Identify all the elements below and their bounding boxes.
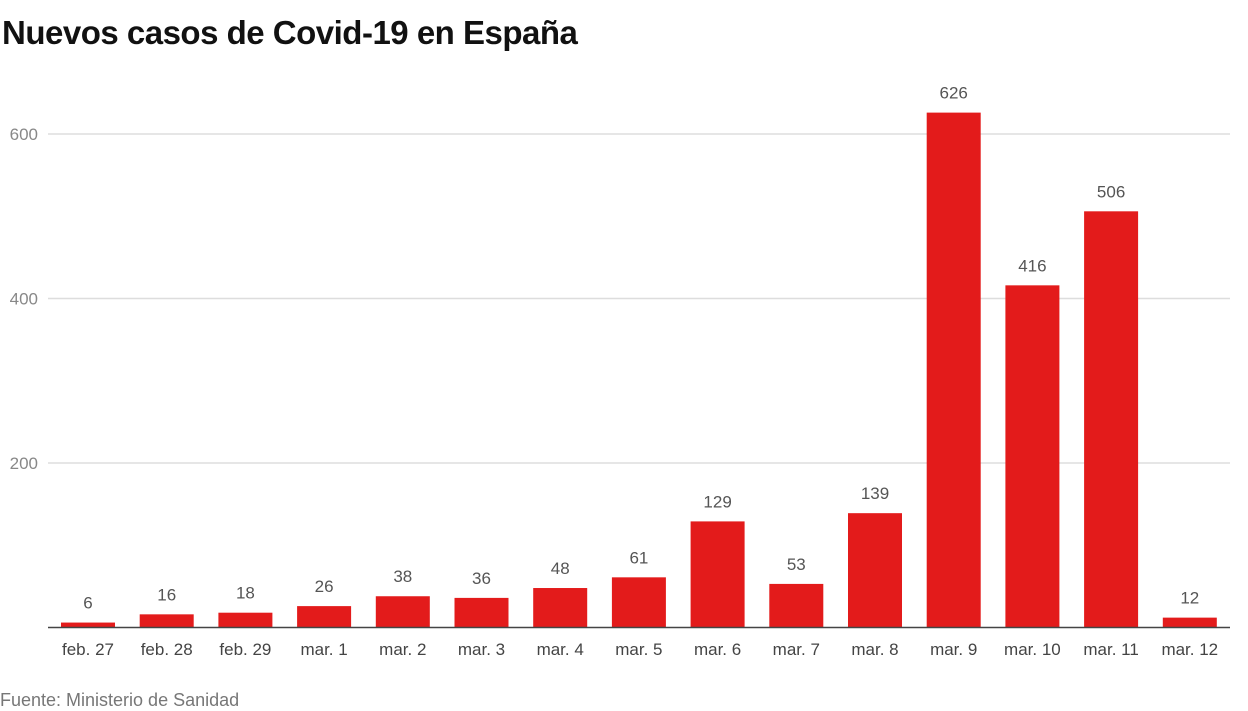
bar bbox=[611, 577, 666, 628]
data-label: 38 bbox=[393, 567, 412, 586]
x-tick-label: mar. 10 bbox=[1004, 640, 1061, 659]
data-label: 626 bbox=[940, 84, 968, 103]
data-label: 18 bbox=[236, 584, 255, 603]
bar bbox=[218, 612, 273, 628]
data-label: 48 bbox=[551, 559, 570, 578]
data-label: 26 bbox=[315, 577, 334, 596]
bar bbox=[1084, 211, 1139, 628]
y-tick-label: 200 bbox=[10, 454, 38, 473]
x-tick-label: feb. 28 bbox=[141, 640, 193, 659]
data-label: 16 bbox=[157, 585, 176, 604]
bar bbox=[139, 614, 194, 628]
data-label: 36 bbox=[472, 569, 491, 588]
y-tick-label: 600 bbox=[10, 125, 38, 144]
x-tick-label: mar. 11 bbox=[1083, 640, 1138, 659]
bar bbox=[690, 521, 745, 628]
bar bbox=[375, 596, 430, 628]
data-label: 506 bbox=[1097, 182, 1125, 201]
data-label: 139 bbox=[861, 484, 889, 503]
data-label: 416 bbox=[1018, 256, 1046, 275]
y-tick-label: 400 bbox=[10, 290, 38, 309]
bar bbox=[297, 606, 352, 628]
data-label: 61 bbox=[629, 548, 648, 567]
chart-title: Nuevos casos de Covid-19 en España bbox=[2, 14, 578, 51]
data-label: 12 bbox=[1180, 589, 1199, 608]
bar bbox=[454, 597, 509, 628]
x-tick-label: mar. 5 bbox=[615, 640, 662, 659]
x-tick-label: mar. 6 bbox=[694, 640, 741, 659]
bar bbox=[1005, 285, 1060, 628]
x-tick-label: feb. 27 bbox=[62, 640, 114, 659]
source-note: Fuente: Ministerio de Sanidad bbox=[0, 690, 240, 710]
data-label: 53 bbox=[787, 555, 806, 574]
x-tick-label: mar. 8 bbox=[851, 640, 898, 659]
bar bbox=[848, 513, 902, 628]
bar bbox=[533, 588, 588, 628]
x-tick-label: feb. 29 bbox=[219, 640, 271, 659]
x-tick-label: mar. 3 bbox=[458, 640, 505, 659]
bar bbox=[61, 622, 115, 628]
data-label: 129 bbox=[703, 492, 731, 511]
bar bbox=[1162, 617, 1217, 628]
x-tick-label: mar. 7 bbox=[773, 640, 820, 659]
x-tick-label: mar. 4 bbox=[537, 640, 584, 659]
x-tick-label: mar. 1 bbox=[300, 640, 347, 659]
x-tick-label: mar. 12 bbox=[1161, 640, 1218, 659]
x-tick-label: mar. 2 bbox=[379, 640, 426, 659]
data-label: 6 bbox=[83, 594, 92, 613]
bar bbox=[769, 583, 824, 628]
x-tick-label: mar. 9 bbox=[930, 640, 977, 659]
bar bbox=[926, 112, 981, 628]
